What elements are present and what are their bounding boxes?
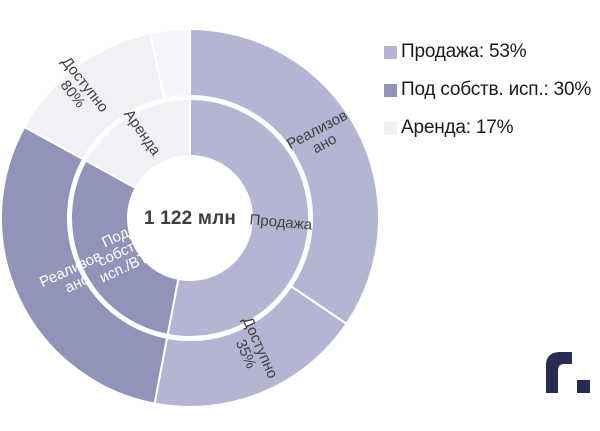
legend-item-arenda: Аренда: 17%	[384, 117, 591, 139]
outer-segment-dostupno-80	[23, 32, 166, 161]
legend-swatch-arenda	[384, 121, 397, 135]
legend-swatch-prodazha	[384, 45, 397, 59]
outer-segment-realizovano-prodazha	[189, 28, 380, 325]
legend-label-prodazha: Продажа: 53%	[401, 41, 527, 62]
logo-dot	[577, 380, 590, 393]
center-value: 1 122 млн	[144, 208, 236, 229]
chart-legend: Продажа: 53% Под собств. исп.: 30% Аренд…	[384, 41, 591, 155]
legend-swatch-pod-sobstv	[384, 83, 397, 97]
inner-segment-pod-sobstv-isp-bts	[70, 159, 180, 336]
legend-label-pod-sobstv: Под собств. исп.: 30%	[401, 79, 592, 100]
legend-label-arenda: Аренда: 17%	[401, 117, 514, 138]
legend-item-prodazha: Продажа: 53%	[384, 41, 591, 63]
outer-segment-dostupno-35	[153, 285, 348, 408]
outer-segment-realizovano-pod-sobstv	[0, 125, 169, 405]
legend-item-pod-sobstv: Под собств. исп.: 30%	[384, 79, 591, 101]
inner-segment-prodazha	[166, 98, 310, 338]
logo-letter-r	[546, 352, 572, 393]
brand-logo	[546, 352, 590, 393]
label-prodazha: Продажа	[249, 211, 314, 233]
